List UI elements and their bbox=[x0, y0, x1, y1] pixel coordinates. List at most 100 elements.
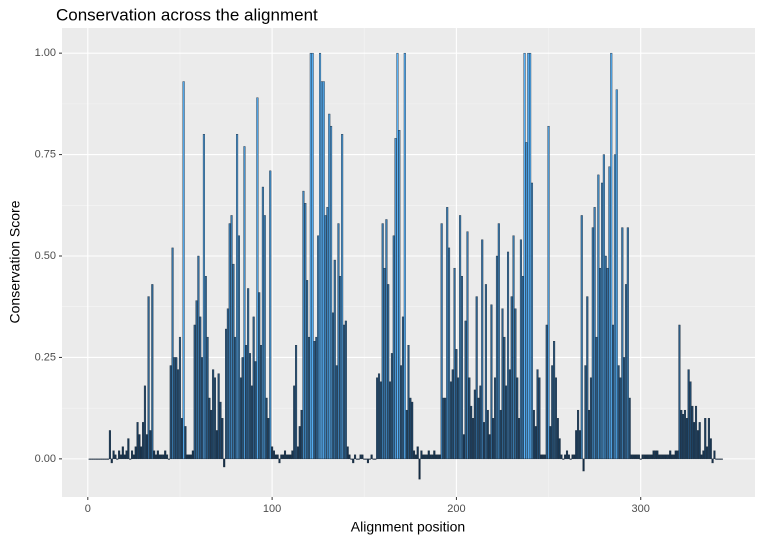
bar bbox=[352, 458, 355, 464]
bar bbox=[210, 409, 213, 460]
bar bbox=[213, 377, 217, 460]
bar bbox=[342, 324, 346, 460]
bar bbox=[412, 450, 416, 460]
bar bbox=[149, 430, 152, 460]
bar bbox=[400, 365, 403, 460]
bar bbox=[626, 227, 629, 460]
bar bbox=[88, 458, 91, 460]
bar bbox=[523, 52, 526, 460]
bar bbox=[178, 336, 181, 460]
bar bbox=[438, 454, 441, 460]
bar bbox=[654, 450, 657, 460]
bar bbox=[694, 405, 698, 460]
bar bbox=[107, 458, 110, 460]
bar bbox=[499, 409, 502, 460]
bar bbox=[221, 418, 224, 460]
bar bbox=[306, 280, 309, 460]
bar bbox=[435, 454, 438, 460]
bar bbox=[186, 454, 189, 460]
bar bbox=[350, 458, 353, 460]
bar bbox=[293, 385, 296, 460]
bar bbox=[330, 125, 333, 460]
bar bbox=[269, 170, 272, 460]
bar bbox=[578, 430, 581, 460]
bar bbox=[422, 454, 425, 460]
bar bbox=[543, 454, 546, 460]
bar bbox=[333, 259, 336, 460]
bar bbox=[383, 267, 386, 460]
bar bbox=[337, 223, 340, 460]
bar bbox=[414, 454, 417, 460]
bar bbox=[162, 454, 165, 460]
bar bbox=[691, 405, 694, 460]
bar bbox=[599, 267, 602, 460]
bar bbox=[536, 369, 539, 460]
bar bbox=[296, 446, 299, 460]
bar bbox=[617, 365, 620, 460]
bar bbox=[252, 316, 255, 460]
bar bbox=[595, 336, 598, 460]
bar bbox=[505, 385, 508, 460]
bar bbox=[272, 450, 275, 460]
bar bbox=[455, 349, 458, 460]
bar bbox=[145, 434, 148, 460]
bar bbox=[698, 422, 701, 460]
bar bbox=[425, 454, 428, 460]
bar bbox=[562, 458, 565, 460]
bar bbox=[680, 409, 683, 460]
bar bbox=[615, 89, 618, 460]
bar bbox=[556, 418, 559, 460]
bar bbox=[287, 454, 290, 460]
bar bbox=[372, 458, 375, 460]
y-tick-label: 0.00 bbox=[35, 453, 56, 465]
bar bbox=[131, 450, 134, 460]
bar bbox=[707, 418, 710, 460]
bar bbox=[134, 446, 137, 460]
bar bbox=[645, 454, 648, 460]
bar bbox=[667, 454, 670, 460]
bar bbox=[228, 223, 231, 460]
bar bbox=[368, 458, 371, 460]
bar bbox=[263, 215, 266, 460]
bar bbox=[193, 324, 196, 460]
bar bbox=[424, 454, 427, 460]
bar bbox=[226, 308, 229, 460]
bar bbox=[315, 336, 318, 460]
bar bbox=[514, 308, 517, 460]
bar bbox=[283, 450, 287, 460]
bar bbox=[280, 454, 283, 460]
bar bbox=[217, 373, 220, 460]
bar bbox=[355, 458, 358, 460]
bar bbox=[374, 458, 377, 460]
bar bbox=[138, 434, 141, 460]
bar bbox=[632, 454, 635, 460]
bar bbox=[127, 438, 130, 460]
bar bbox=[175, 357, 178, 460]
bar bbox=[258, 292, 261, 460]
bar bbox=[648, 454, 651, 460]
bar bbox=[720, 458, 723, 460]
bar bbox=[326, 207, 329, 460]
bar bbox=[341, 134, 344, 460]
bar bbox=[589, 377, 592, 460]
bar bbox=[304, 203, 307, 460]
bar bbox=[459, 215, 462, 460]
chart-title: Conservation across the alignment bbox=[56, 5, 318, 24]
bar bbox=[376, 377, 379, 460]
bar bbox=[553, 341, 556, 460]
bar bbox=[427, 450, 430, 460]
bar bbox=[274, 454, 277, 460]
bar bbox=[628, 397, 631, 460]
bar bbox=[709, 438, 712, 460]
bar bbox=[189, 454, 193, 460]
bar bbox=[602, 154, 605, 460]
bar bbox=[243, 146, 246, 460]
bar bbox=[184, 426, 187, 460]
bar bbox=[125, 450, 128, 460]
bar bbox=[661, 454, 664, 460]
bar bbox=[271, 446, 274, 460]
bar bbox=[320, 81, 323, 460]
bar bbox=[94, 458, 97, 460]
bar bbox=[398, 130, 401, 460]
bar bbox=[518, 418, 521, 460]
